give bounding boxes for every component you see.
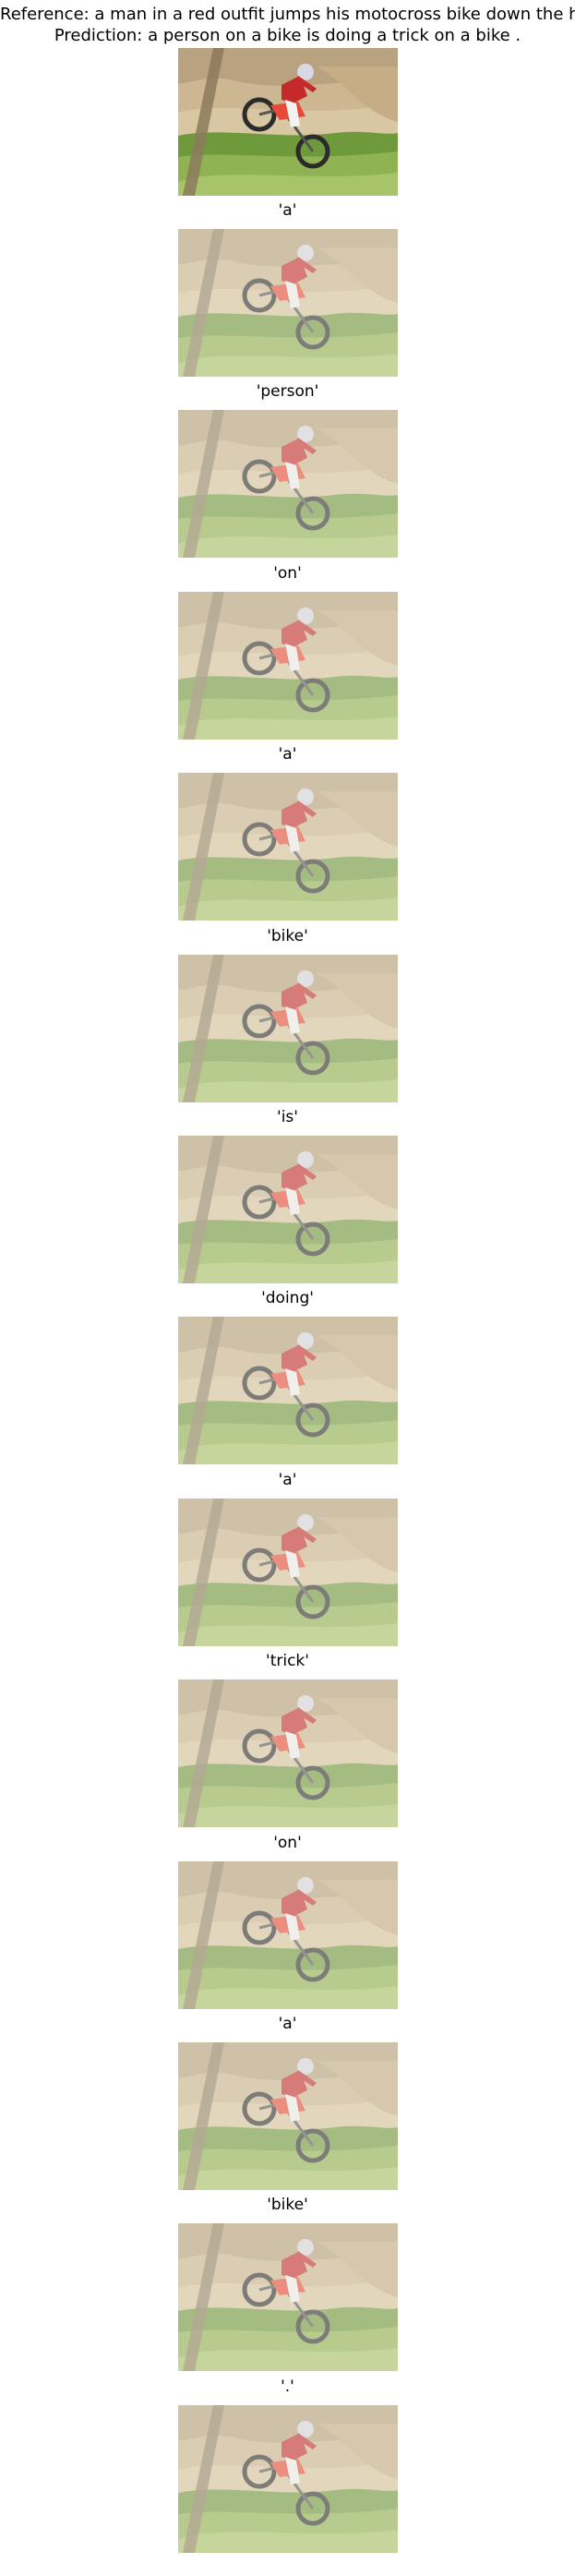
token-label: 'on' <box>273 1834 302 1852</box>
token-label: 'person' <box>256 382 319 401</box>
token-label: 'is' <box>277 1108 298 1126</box>
attention-map-image <box>178 1317 398 1464</box>
attention-map-image <box>178 2223 398 2371</box>
token-label: 'trick' <box>266 1652 309 1670</box>
token-label: 'a' <box>278 201 297 220</box>
attention-map-image <box>178 2042 398 2190</box>
token-label: 'a' <box>278 2015 297 2033</box>
motocross-photo <box>178 773 398 921</box>
attention-map-image <box>178 1679 398 1827</box>
attention-map-image <box>178 410 398 558</box>
motocross-photo <box>178 955 398 1102</box>
motocross-photo <box>178 2223 398 2371</box>
token-label: 'bike' <box>267 2196 308 2214</box>
attention-map-image <box>178 1136 398 1283</box>
token-label: '.' <box>281 2377 294 2396</box>
token-label: 'bike' <box>267 927 308 945</box>
reference-caption: Reference: a man in a red outfit jumps h… <box>0 5 575 24</box>
token-label: 'doing' <box>261 1289 314 1307</box>
attention-map-image <box>178 955 398 1102</box>
motocross-photo <box>178 592 398 740</box>
token-label: 'a' <box>278 1471 297 1489</box>
prediction-caption: Prediction: a person on a bike is doing … <box>54 26 521 45</box>
attention-map-image <box>178 1499 398 1646</box>
motocross-photo <box>178 1317 398 1464</box>
attention-map-image <box>178 773 398 921</box>
motocross-photo <box>178 1499 398 1646</box>
attention-map-image <box>178 592 398 740</box>
motocross-photo <box>178 2405 398 2553</box>
motocross-photo <box>178 1136 398 1283</box>
original-image <box>178 48 398 196</box>
figure-header: Reference: a man in a red outfit jumps h… <box>0 4 575 46</box>
motocross-photo <box>178 410 398 558</box>
attention-map-image <box>178 1861 398 2009</box>
token-label: 'on' <box>273 564 302 583</box>
attention-map-image <box>178 2405 398 2553</box>
motocross-photo <box>178 229 398 377</box>
motocross-photo <box>178 1679 398 1827</box>
motocross-photo <box>178 2042 398 2190</box>
token-label: 'a' <box>278 745 297 764</box>
motocross-photo <box>178 1861 398 2009</box>
attention-map-image <box>178 229 398 377</box>
